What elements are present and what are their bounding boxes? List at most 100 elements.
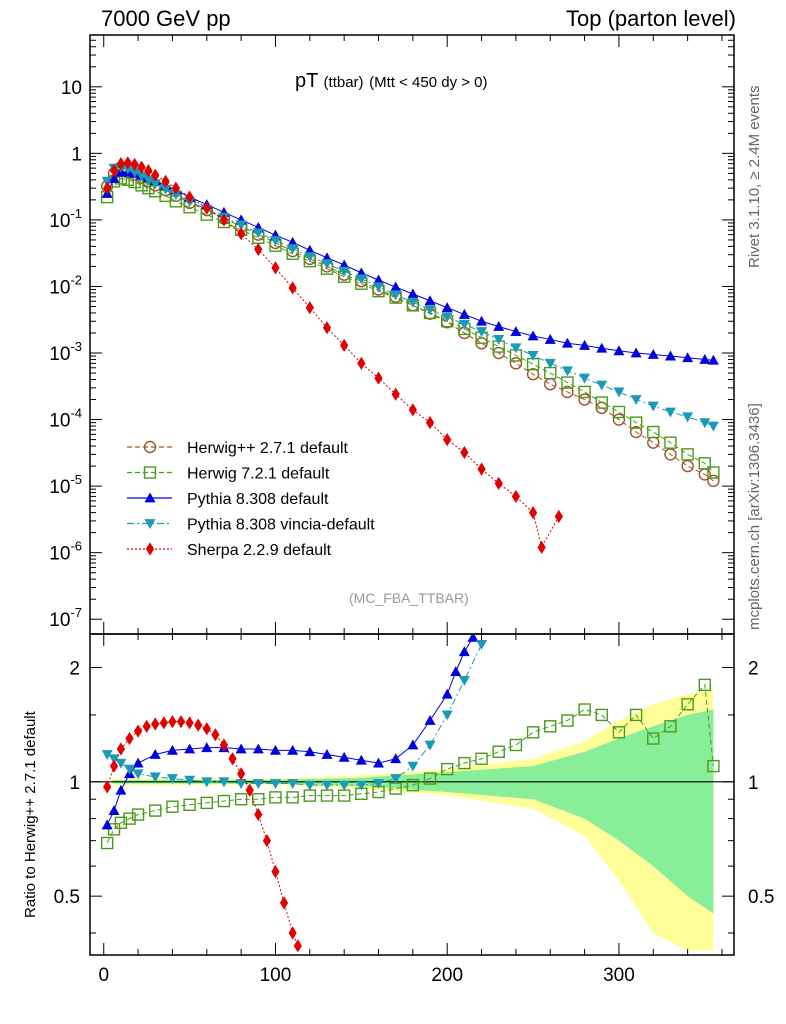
y-tick-label: 10-7	[49, 605, 82, 631]
ratio-point	[450, 666, 462, 677]
ratio-point	[202, 722, 211, 736]
y-tick-label: 1	[71, 144, 82, 165]
data-point	[288, 281, 297, 295]
ratio-point	[254, 807, 263, 822]
ratio-point	[441, 762, 454, 776]
ratio-point	[200, 796, 213, 810]
ratio-content	[90, 634, 734, 953]
ratio-point	[269, 791, 282, 804]
data-point	[682, 412, 694, 423]
ratio-point	[149, 804, 162, 817]
ratio-point	[115, 758, 127, 769]
ratio-point	[123, 812, 136, 825]
ratio-point	[492, 745, 505, 758]
ratio-point	[406, 778, 420, 792]
data-point	[340, 338, 349, 353]
data-point	[510, 326, 522, 336]
ratio-point	[612, 726, 626, 739]
legend-item: Sherpa 2.2.9 default	[127, 542, 332, 559]
data-point	[151, 168, 160, 182]
data-point	[373, 274, 385, 285]
data-point	[647, 425, 660, 439]
ratio-frame	[89, 633, 735, 956]
data-point	[424, 295, 436, 306]
ratio-point	[407, 761, 419, 772]
ratio-point	[184, 743, 196, 754]
ratio-line	[106, 721, 299, 947]
header-left-text: 7000 GeV pp	[101, 6, 231, 31]
ratio-line	[106, 644, 483, 786]
data-point	[460, 445, 469, 460]
ratio-point	[681, 698, 694, 711]
ratio-series-2	[101, 640, 488, 791]
series-1	[100, 172, 720, 479]
data-point	[509, 357, 523, 370]
data-point	[612, 413, 626, 426]
ratio-y-tick-label: 0.5	[54, 887, 80, 908]
ratio-y-tick-label-right: 0.5	[748, 887, 774, 908]
x-tick-label: 0	[98, 965, 109, 986]
ratio-point	[287, 779, 299, 789]
data-point	[287, 244, 299, 255]
data-point	[116, 157, 126, 171]
analysis-tag: (MC_FBA_TTBAR)	[349, 590, 469, 606]
data-point	[122, 164, 134, 175]
ratio-point	[252, 743, 264, 754]
data-point	[561, 366, 573, 377]
data-point	[596, 342, 608, 353]
series-line	[106, 166, 714, 427]
ratio-point	[544, 720, 557, 733]
ratio-point	[390, 753, 402, 764]
ratio-point	[269, 744, 281, 755]
ratio-point	[176, 715, 186, 729]
legend-item: Pythia 8.308 vincia-default	[127, 517, 375, 534]
ratio-point	[101, 819, 113, 830]
x-tick-label: 300	[603, 965, 635, 986]
ratio-y-tick-label: 2	[69, 658, 80, 679]
legend-marker	[144, 492, 156, 503]
ratio-point	[132, 757, 144, 768]
plot-title-sub1: (ttbar)	[323, 74, 364, 91]
ratio-point	[698, 678, 712, 692]
data-point	[707, 474, 720, 488]
data-point	[103, 181, 112, 195]
ratio-point	[228, 752, 237, 766]
data-point	[373, 282, 385, 293]
legend-item: Pythia 8.308 default	[127, 491, 329, 508]
main-plot-area	[100, 156, 720, 555]
data-point	[109, 164, 119, 178]
data-point	[129, 167, 141, 178]
ratio-point	[424, 740, 436, 751]
data-point	[171, 181, 180, 195]
data-point	[408, 403, 417, 417]
ratio-point	[115, 784, 127, 795]
plot-title: pT (ttbar) (Mtt < 450 dy > 0)	[295, 70, 488, 93]
data-point	[511, 489, 521, 504]
data-point	[528, 506, 538, 520]
ratio-point	[211, 728, 220, 742]
data-point	[682, 352, 694, 363]
ratio-point	[114, 816, 128, 830]
ratio-point	[234, 793, 248, 806]
data-point	[612, 405, 626, 419]
data-point	[374, 371, 383, 385]
ratio-point	[355, 780, 367, 791]
data-point	[537, 540, 546, 555]
data-point	[554, 509, 563, 524]
data-point	[647, 436, 660, 449]
data-point	[630, 347, 642, 358]
data-point	[477, 462, 486, 476]
data-point	[142, 175, 154, 186]
data-point	[629, 425, 643, 439]
data-point	[707, 421, 719, 432]
ratio-point	[166, 744, 178, 755]
ratio-point	[458, 675, 470, 686]
ratio-point	[183, 798, 196, 811]
ratio-point	[149, 749, 161, 759]
ratio-y-tick-label-right: 1	[748, 773, 759, 794]
ratio-point	[252, 793, 265, 806]
data-point	[271, 261, 280, 275]
legend-item: Herwig++ 2.7.1 default	[127, 440, 349, 457]
data-point	[630, 395, 642, 406]
data-point	[144, 164, 153, 178]
